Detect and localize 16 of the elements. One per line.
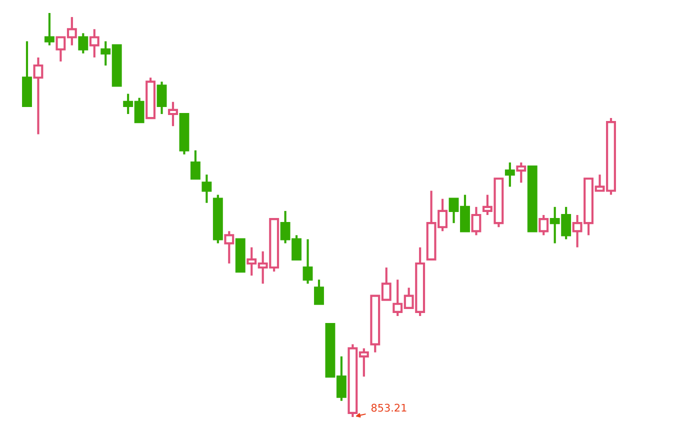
candlestick bbox=[314, 278, 324, 305]
candlestick bbox=[302, 238, 313, 285]
candlestick bbox=[538, 214, 549, 236]
candlestick bbox=[504, 161, 515, 188]
candlestick bbox=[156, 80, 167, 116]
candlestick bbox=[89, 28, 100, 58]
candlestick bbox=[202, 174, 212, 204]
annotation: 853.21 bbox=[371, 404, 406, 412]
candlestick bbox=[168, 100, 178, 128]
candlestick bbox=[190, 149, 200, 180]
candlestick bbox=[224, 230, 234, 265]
candlestick bbox=[516, 161, 526, 184]
candlestick bbox=[78, 32, 88, 54]
candlestick bbox=[471, 206, 482, 236]
candlestick bbox=[44, 12, 54, 46]
candlestick bbox=[33, 56, 44, 136]
